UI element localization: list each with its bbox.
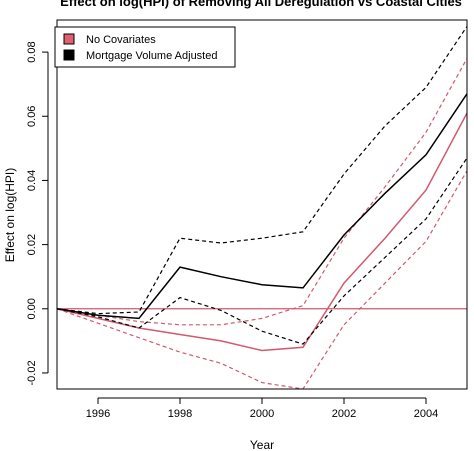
y-tick-label: 0.02 <box>26 234 38 255</box>
y-tick-label: 0.04 <box>26 170 38 191</box>
y-axis-title: Effect on log(HPI) <box>3 168 17 263</box>
x-tick-label: 2002 <box>332 408 356 420</box>
legend-swatch-mortgage-volume-adjusted <box>63 49 75 61</box>
legend-label-no-covariates: No Covariates <box>86 34 156 46</box>
series-no-covariates-upper-band <box>56 58 468 326</box>
legend: No Covariates Mortgage Volume Adjusted <box>54 26 236 68</box>
legend-label-mortgage-volume-adjusted: Mortgage Volume Adjusted <box>86 50 217 62</box>
y-tick-label: 0.06 <box>26 106 38 127</box>
x-tick-label: 1998 <box>168 408 192 420</box>
series-mortgage-volume-adjusted-upper-band <box>56 26 468 315</box>
series-mortgage-volume-adjusted-lower-band <box>56 157 468 345</box>
axes: 1996 1998 2000 2002 2004 -0.02 0.00 0.02 0.04 0.0… <box>26 19 468 420</box>
x-tick-label: 1996 <box>86 408 110 420</box>
plot-area <box>56 26 468 390</box>
plot-frame <box>56 19 468 390</box>
x-tick-label: 2000 <box>250 408 274 420</box>
y-tick-label: -0.02 <box>26 360 38 385</box>
series-no-covariates-lower-band <box>56 170 468 390</box>
chart-title: Effect on log(HPI) of Removing All Dereg… <box>60 0 462 9</box>
series-mortgage-volume-adjusted-line <box>56 93 468 320</box>
x-tick-label: 2004 <box>414 408 438 420</box>
legend-box <box>54 26 236 68</box>
y-tick-label: 0.00 <box>26 298 38 319</box>
x-axis-title: Year <box>250 438 274 451</box>
y-tick-label: 0.08 <box>26 41 38 62</box>
series-no-covariates-line <box>56 112 468 352</box>
legend-swatch-no-covariates <box>63 33 75 45</box>
